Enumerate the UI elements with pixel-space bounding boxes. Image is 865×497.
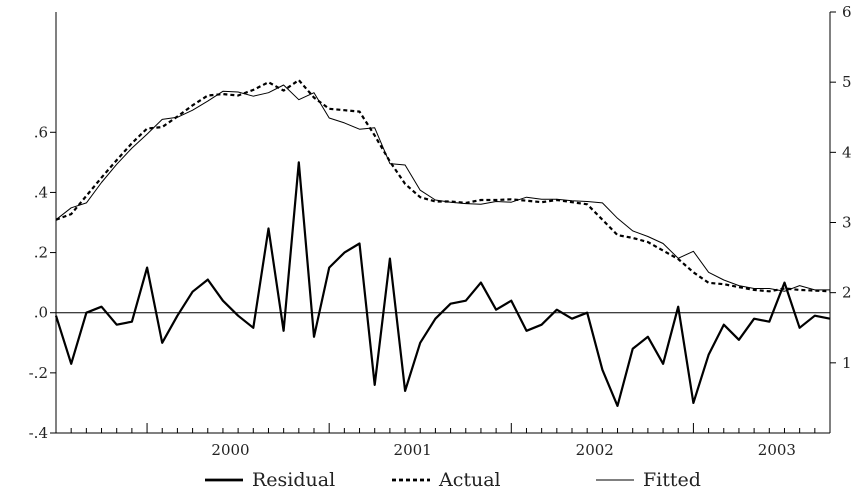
right-axis-tick-label: 1 xyxy=(842,354,852,372)
legend-label-fitted: Fitted xyxy=(643,469,701,491)
legend-label-residual: Residual xyxy=(252,469,335,491)
x-axis-year-label: 2001 xyxy=(394,441,432,459)
right-axis-tick-label: 6 xyxy=(842,3,852,21)
x-axis-year-label: 2000 xyxy=(211,441,249,459)
x-axis-year-label: 2003 xyxy=(758,441,796,459)
right-axis-tick-label: 3 xyxy=(842,214,852,232)
x-axis-year-label: 2002 xyxy=(576,441,614,459)
left-axis-tick-label: .2 xyxy=(34,244,48,262)
right-axis-tick-label: 4 xyxy=(842,143,852,161)
series-line-actual xyxy=(55,78,831,293)
left-axis-tick-label: -.2 xyxy=(29,364,48,382)
left-axis-tick-label: -.4 xyxy=(29,424,48,442)
series-layer xyxy=(54,78,831,407)
legend-label-actual: Actual xyxy=(438,469,501,491)
left-axis-tick-label: .0 xyxy=(34,304,48,322)
series-line-residual xyxy=(54,161,831,407)
axes: -.4 -.2 .0 .2 .4 .6 1 2 3 4 5 6 2000 2001 2002 2003 xyxy=(29,3,852,459)
right-axis-tick-label: 5 xyxy=(842,73,852,91)
legend: Residual Actual Fitted xyxy=(205,469,701,491)
left-axis-tick-label: .4 xyxy=(34,183,48,201)
series-line-fitted xyxy=(55,84,830,292)
left-axis-tick-label: .6 xyxy=(34,123,48,141)
right-axis-tick-label: 2 xyxy=(842,284,852,302)
